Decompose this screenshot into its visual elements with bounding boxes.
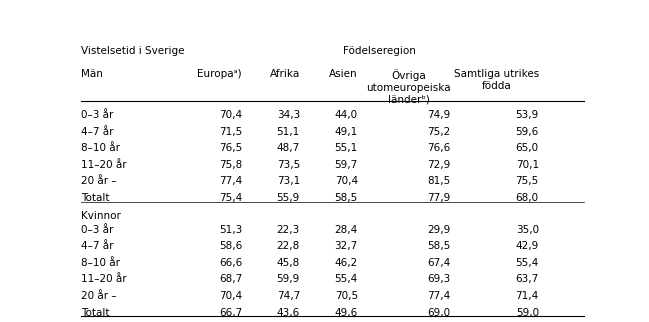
Text: 55,9: 55,9 <box>276 193 300 203</box>
Text: 74,7: 74,7 <box>276 291 300 301</box>
Text: 70,4: 70,4 <box>219 110 242 120</box>
Text: 58,6: 58,6 <box>219 241 242 251</box>
Text: 75,2: 75,2 <box>428 127 451 137</box>
Text: 44,0: 44,0 <box>335 110 358 120</box>
Text: 49,1: 49,1 <box>334 127 358 137</box>
Text: 68,0: 68,0 <box>516 193 539 203</box>
Text: 59,6: 59,6 <box>515 127 539 137</box>
Text: Födelseregion: Födelseregion <box>343 46 415 56</box>
Text: Asien: Asien <box>329 69 358 79</box>
Text: 72,9: 72,9 <box>428 160 451 170</box>
Text: 11–20 år: 11–20 år <box>81 274 127 285</box>
Text: 70,5: 70,5 <box>335 291 358 301</box>
Text: 34,3: 34,3 <box>276 110 300 120</box>
Text: 71,4: 71,4 <box>515 291 539 301</box>
Text: 22,8: 22,8 <box>276 241 300 251</box>
Text: 69,3: 69,3 <box>428 274 451 285</box>
Text: Övriga
utomeuropeiska
länderᵇ): Övriga utomeuropeiska länderᵇ) <box>366 69 451 104</box>
Text: 74,9: 74,9 <box>428 110 451 120</box>
Text: 46,2: 46,2 <box>334 258 358 268</box>
Text: 65,0: 65,0 <box>516 143 539 153</box>
Text: Män: Män <box>81 69 103 79</box>
Text: 49,6: 49,6 <box>334 308 358 318</box>
Text: 8–10 år: 8–10 år <box>81 258 120 268</box>
Text: 75,5: 75,5 <box>515 176 539 186</box>
Text: 70,1: 70,1 <box>516 160 539 170</box>
Text: 59,7: 59,7 <box>334 160 358 170</box>
Text: 73,1: 73,1 <box>276 176 300 186</box>
Text: 70,4: 70,4 <box>335 176 358 186</box>
Text: Europaᵃ): Europaᵃ) <box>197 69 242 79</box>
Text: Kvinnor: Kvinnor <box>81 211 121 221</box>
Text: 66,7: 66,7 <box>219 308 242 318</box>
Text: 81,5: 81,5 <box>428 176 451 186</box>
Text: 69,0: 69,0 <box>428 308 451 318</box>
Text: 68,7: 68,7 <box>219 274 242 285</box>
Text: 77,4: 77,4 <box>219 176 242 186</box>
Text: 76,5: 76,5 <box>219 143 242 153</box>
Text: 43,6: 43,6 <box>276 308 300 318</box>
Text: 58,5: 58,5 <box>334 193 358 203</box>
Text: Samtliga utrikes
födda: Samtliga utrikes födda <box>454 69 539 91</box>
Text: 32,7: 32,7 <box>334 241 358 251</box>
Text: 66,6: 66,6 <box>219 258 242 268</box>
Text: Totalt: Totalt <box>81 308 110 318</box>
Text: 20 år –: 20 år – <box>81 291 117 301</box>
Text: 45,8: 45,8 <box>276 258 300 268</box>
Text: 75,8: 75,8 <box>219 160 242 170</box>
Text: 48,7: 48,7 <box>276 143 300 153</box>
Text: 63,7: 63,7 <box>515 274 539 285</box>
Text: 58,5: 58,5 <box>428 241 451 251</box>
Text: 51,1: 51,1 <box>276 127 300 137</box>
Text: 53,9: 53,9 <box>515 110 539 120</box>
Text: 28,4: 28,4 <box>334 225 358 235</box>
Text: 75,4: 75,4 <box>219 193 242 203</box>
Text: 8–10 år: 8–10 år <box>81 143 120 153</box>
Text: 70,4: 70,4 <box>219 291 242 301</box>
Text: 29,9: 29,9 <box>428 225 451 235</box>
Text: 4–7 år: 4–7 år <box>81 241 114 251</box>
Text: 55,4: 55,4 <box>334 274 358 285</box>
Text: 11–20 år: 11–20 år <box>81 160 127 170</box>
Text: 42,9: 42,9 <box>515 241 539 251</box>
Text: 59,0: 59,0 <box>516 308 539 318</box>
Text: 59,9: 59,9 <box>276 274 300 285</box>
Text: 0–3 år: 0–3 år <box>81 110 114 120</box>
Text: 77,4: 77,4 <box>428 291 451 301</box>
Text: 55,1: 55,1 <box>334 143 358 153</box>
Text: 71,5: 71,5 <box>219 127 242 137</box>
Text: 67,4: 67,4 <box>428 258 451 268</box>
Text: 73,5: 73,5 <box>276 160 300 170</box>
Text: Vistelsetid i Sverige: Vistelsetid i Sverige <box>81 46 184 56</box>
Text: 22,3: 22,3 <box>276 225 300 235</box>
Text: 51,3: 51,3 <box>219 225 242 235</box>
Text: 0–3 år: 0–3 år <box>81 225 114 235</box>
Text: Afrika: Afrika <box>270 69 300 79</box>
Text: 35,0: 35,0 <box>516 225 539 235</box>
Text: 55,4: 55,4 <box>515 258 539 268</box>
Text: 4–7 år: 4–7 år <box>81 127 114 137</box>
Text: 20 år –: 20 år – <box>81 176 117 186</box>
Text: 77,9: 77,9 <box>428 193 451 203</box>
Text: Totalt: Totalt <box>81 193 110 203</box>
Text: 76,6: 76,6 <box>428 143 451 153</box>
